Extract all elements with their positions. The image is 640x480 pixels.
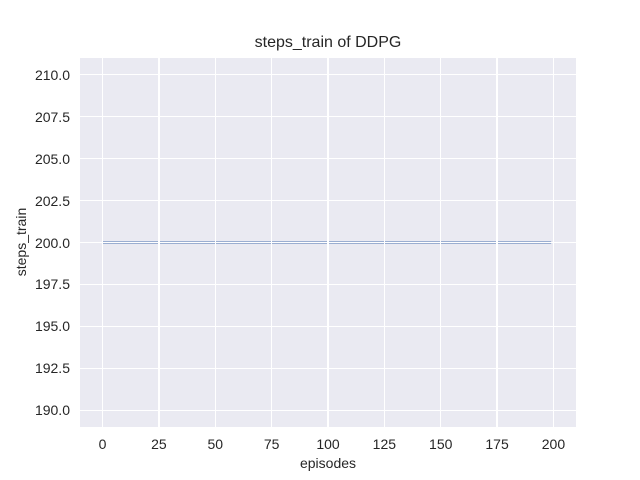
y-gridline [80, 157, 576, 160]
x-axis-label: episodes [299, 455, 357, 471]
y-gridline [80, 283, 576, 286]
y-gridline [80, 116, 576, 118]
y-tick-label: 210.0 [34, 66, 70, 83]
x-tick-label: 0 [98, 436, 107, 452]
y-gridline [80, 74, 576, 76]
y-gridline [80, 409, 576, 411]
y-tick-label: 200.0 [34, 234, 70, 251]
y-tick-label: 197.5 [34, 276, 70, 293]
y-tick-label: 202.5 [34, 192, 70, 209]
y-tick-label: 190.0 [34, 402, 70, 419]
y-tick-label: 195.0 [34, 318, 70, 335]
y-tick-label: 205.0 [34, 150, 70, 167]
chart-title: steps_train of DDPG [254, 34, 402, 51]
x-tick-label: 100 [316, 436, 340, 452]
x-tick-label: 175 [485, 436, 509, 452]
x-tick-label: 200 [541, 436, 566, 452]
x-tick-label: 75 [263, 436, 280, 452]
x-tick-label: 50 [207, 436, 224, 452]
x-tick-label: 25 [151, 436, 167, 452]
y-tick-label: 207.5 [34, 108, 70, 125]
x-tick-label: 125 [372, 436, 397, 452]
y-gridline [80, 199, 576, 202]
y-gridline [80, 367, 576, 369]
x-tick-label: 150 [429, 436, 453, 452]
y-gridline [80, 241, 576, 244]
y-tick-label: 192.5 [34, 360, 70, 377]
y-gridline [80, 325, 576, 328]
plot-area [80, 58, 576, 427]
